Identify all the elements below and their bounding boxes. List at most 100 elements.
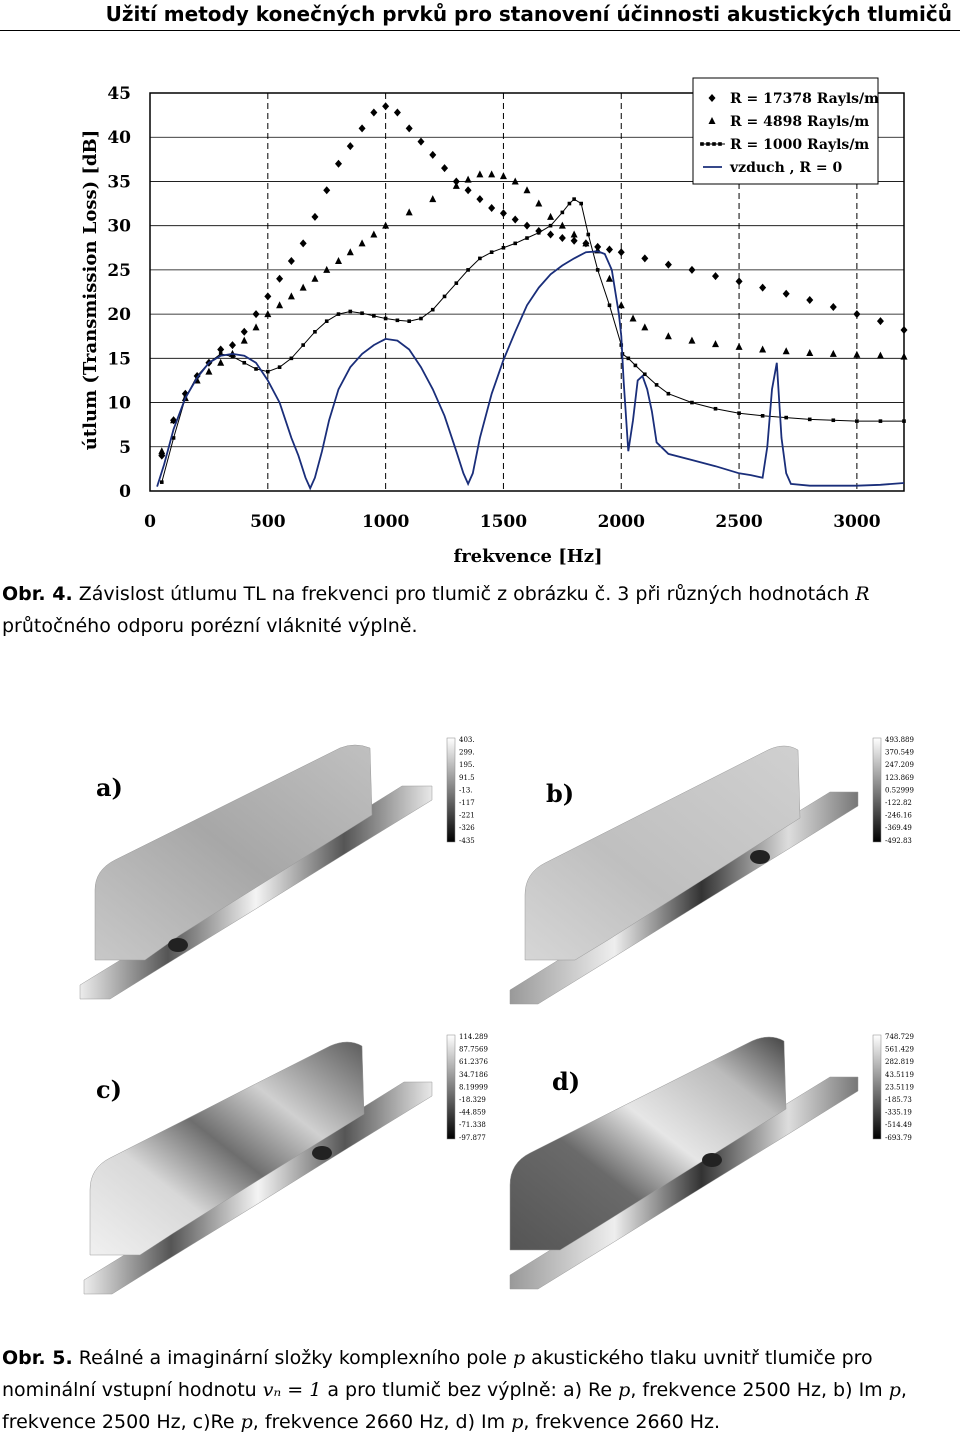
- diamond-marker: [252, 310, 260, 319]
- diamond-marker: [712, 272, 719, 281]
- var-p-3: p: [888, 1379, 901, 1401]
- scale-value: 403.: [459, 736, 475, 744]
- triangle-marker: [488, 170, 496, 178]
- triangle-marker: [205, 367, 213, 375]
- square-marker: [407, 319, 411, 323]
- figure-5-text-5: , frekvence 2500 Hz, c)Re: [2, 1379, 907, 1433]
- triangle-marker: [170, 416, 178, 424]
- muffler-body-b: [524, 745, 801, 961]
- var-vn: vₙ = 1: [262, 1379, 322, 1401]
- triangle-marker: [511, 177, 519, 185]
- diamond-marker: [570, 236, 578, 245]
- square-marker: [478, 256, 482, 261]
- diamond-marker: [264, 292, 272, 301]
- y-tick-label: 10: [107, 394, 131, 414]
- series-4: [156, 250, 905, 491]
- square-marker: [513, 241, 518, 246]
- scale-value: 0.52999: [885, 786, 914, 794]
- square-marker: [348, 309, 353, 314]
- muffler-body-a: [94, 744, 373, 961]
- square-marker: [643, 372, 647, 377]
- square-marker: [712, 142, 716, 146]
- figure-5-caption: Obr. 5. Reálné a imaginární složky kompl…: [2, 1342, 958, 1438]
- diamond-marker: [641, 254, 649, 263]
- triangle-marker: [558, 221, 566, 229]
- scale-value: 8.19999: [459, 1083, 488, 1091]
- scale-value: -97.877: [459, 1134, 486, 1142]
- x-axis-label: frekvence [Hz]: [453, 546, 602, 567]
- diamond-marker: [370, 108, 378, 117]
- scale-value: 61.2376: [459, 1058, 488, 1066]
- square-marker: [536, 230, 541, 235]
- triangle-marker: [370, 230, 378, 238]
- triangle-marker: [299, 283, 307, 291]
- triangle-marker: [264, 310, 272, 318]
- square-marker: [313, 330, 317, 334]
- var-p-5: p: [511, 1411, 524, 1433]
- triangle-marker: [547, 212, 555, 220]
- scale-value: 370.549: [885, 749, 914, 757]
- scale-value: -44.859: [459, 1109, 486, 1117]
- scale-value: 493.889: [885, 736, 914, 744]
- square-marker: [595, 268, 600, 272]
- x-tick-label: 2500: [715, 512, 762, 532]
- square-marker: [454, 281, 459, 285]
- triangle-marker: [335, 257, 342, 265]
- diamond-marker: [276, 274, 284, 283]
- figure-5-text-3: a pro tlumič bez výplně: a) Re: [327, 1379, 613, 1401]
- scale-bar-c: [446, 1034, 456, 1140]
- diamond-marker: [441, 164, 449, 173]
- contour-figures: a) 403.299.195.91.5-13.-117-221-326-435 …: [79, 736, 914, 1295]
- square-marker: [633, 363, 638, 368]
- diamond-marker: [287, 257, 295, 266]
- square-marker: [666, 391, 671, 396]
- panel-d-label: d): [552, 1067, 580, 1096]
- diamond-marker: [382, 102, 390, 111]
- panel-c-label: c): [96, 1075, 122, 1104]
- y-tick-label: 35: [107, 172, 131, 192]
- contour-panel-a: a) 403. 299. 195. 91.5 -13. -117 -221 -326 -435: [79, 736, 475, 1000]
- square-marker: [501, 245, 506, 250]
- contour-panel-d: d) 748.729 561.429 282.819 43.5119 23.5119 -1…: [509, 1033, 914, 1290]
- square-marker: [360, 311, 364, 316]
- scale-bar-d: [872, 1034, 882, 1140]
- diamond-marker: [900, 326, 908, 335]
- square-marker: [430, 307, 435, 312]
- diamond-marker: [829, 303, 837, 312]
- scale-value: 748.729: [885, 1033, 914, 1041]
- y-tick-label: 5: [119, 438, 131, 458]
- square-marker: [266, 369, 270, 374]
- triangle-marker: [688, 336, 696, 344]
- square-marker: [690, 400, 694, 405]
- diamond-marker: [688, 265, 696, 274]
- tick-labels: 0 500 1000 1500 2000 2500 3000 0 5 10 15 20 25 30 35 40…: [107, 84, 880, 532]
- scale-value: -335.19: [885, 1109, 912, 1117]
- square-marker: [760, 414, 765, 418]
- triangle-marker: [323, 265, 331, 273]
- diamond-marker: [735, 277, 743, 286]
- scale-value: 87.7569: [459, 1046, 488, 1054]
- diamond-marker: [523, 221, 531, 230]
- diamond-marker: [299, 239, 307, 248]
- diamond-marker: [405, 124, 413, 133]
- square-marker: [718, 142, 722, 146]
- figure-5-text-7: , frekvence 2660 Hz.: [523, 1411, 721, 1433]
- legend-box: [692, 77, 879, 185]
- diamond-marker: [853, 310, 861, 319]
- scale-labels-b: 493.889 370.549 247.209 123.869 0.52999 -122.…: [885, 736, 914, 845]
- triangle-marker: [464, 175, 472, 183]
- triangle-marker: [617, 301, 625, 309]
- legend: R = 17378 Rayls/m R = 4898 Rayls/m R = 100…: [692, 77, 879, 185]
- triangle-marker: [759, 345, 767, 353]
- diamond-marker: [547, 230, 555, 239]
- diamond-marker: [323, 186, 331, 195]
- triangle-marker: [829, 349, 837, 357]
- scale-labels-a: 403. 299. 195. 91.5 -13. -117 -221 -326 -435: [459, 736, 475, 845]
- scale-value: -71.338: [459, 1121, 486, 1129]
- square-marker: [525, 236, 529, 240]
- pipe-b: [509, 791, 859, 1005]
- triangle-marker: [346, 248, 354, 256]
- contour-panel-b: b) 493.889 370.549 247.209 123.869 0.52999 -1…: [509, 736, 914, 1005]
- square-marker: [195, 374, 199, 378]
- y-tick-label: 0: [119, 482, 131, 502]
